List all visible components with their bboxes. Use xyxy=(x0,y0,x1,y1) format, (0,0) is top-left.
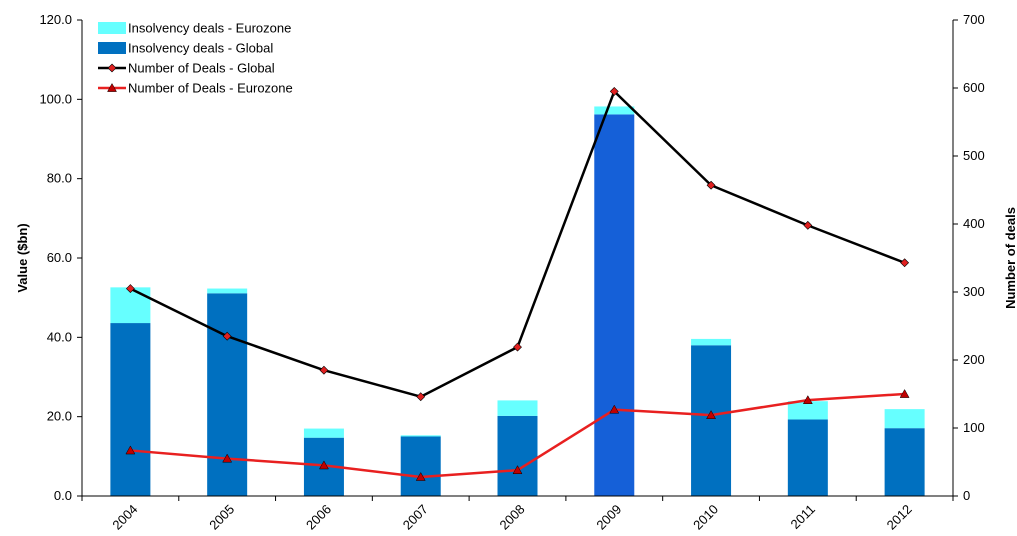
legend-marker-number-of-deals-eurozone xyxy=(107,82,117,92)
point-deals-global-2004 xyxy=(125,284,135,294)
bar-global-2005 xyxy=(207,293,248,496)
x-tick-label-2006: 2006 xyxy=(303,502,334,533)
bar-eurozone-2005 xyxy=(207,288,248,294)
y2-tick-label: 600 xyxy=(963,80,985,95)
point-deals-global-2011 xyxy=(803,220,813,230)
bar-eurozone-2006 xyxy=(303,428,344,438)
point-deals-global-2009 xyxy=(609,86,619,96)
point-deals-global-2008 xyxy=(513,342,522,352)
y-axis-title: Value ($bn) xyxy=(15,223,30,292)
y2-tick-label: 500 xyxy=(963,148,985,163)
y-tick-label: 40.0 xyxy=(47,329,72,344)
bars-layer xyxy=(110,106,925,496)
bar-global-2009 xyxy=(594,114,635,496)
point-deals-eurozone-2005 xyxy=(222,453,233,463)
y2-tick-label: 0 xyxy=(963,488,970,503)
x-tick-label-2009: 2009 xyxy=(593,502,624,533)
bar-eurozone-2007 xyxy=(400,435,441,437)
legend-label-number-of-deals-global: Number of Deals - Global xyxy=(128,61,275,76)
point-deals-global-2012 xyxy=(900,258,910,268)
point-deals-eurozone-2012 xyxy=(899,388,910,398)
bar-global-2007 xyxy=(400,436,441,496)
legend-swatch-insolvency-deals-eurozone xyxy=(98,22,126,34)
x-tick-label-2007: 2007 xyxy=(400,502,431,533)
point-deals-eurozone-2008 xyxy=(512,465,523,475)
point-deals-eurozone-2004 xyxy=(125,445,136,455)
bar-eurozone-2010 xyxy=(691,338,732,346)
legend-marker-number-of-deals-global xyxy=(107,63,117,73)
bar-global-2008 xyxy=(497,415,538,496)
legend-label-insolvency-deals-global: Insolvency deals - Global xyxy=(128,41,273,56)
bar-global-2004 xyxy=(110,323,151,496)
bar-eurozone-2009 xyxy=(594,106,635,115)
bar-global-2010 xyxy=(691,345,732,496)
bar-eurozone-2004 xyxy=(110,287,151,324)
y-tick-label: 0.0 xyxy=(54,488,72,503)
x-tick-label-2008: 2008 xyxy=(497,502,528,533)
bar-global-2011 xyxy=(787,419,828,496)
legend-swatch-insolvency-deals-global xyxy=(98,42,126,54)
point-deals-global-2006 xyxy=(319,365,329,375)
bar-eurozone-2008 xyxy=(497,400,538,416)
legend-label-number-of-deals-eurozone: Number of Deals - Eurozone xyxy=(128,81,293,96)
legend-label-insolvency-deals-eurozone: Insolvency deals - Eurozone xyxy=(128,21,291,36)
point-deals-global-2007 xyxy=(416,392,426,402)
point-deals-eurozone-2011 xyxy=(802,395,813,404)
point-deals-eurozone-2006 xyxy=(319,460,329,470)
point-deals-eurozone-2010 xyxy=(706,410,716,419)
y-tick-label: 20.0 xyxy=(47,409,72,424)
point-deals-global-2005 xyxy=(222,331,232,341)
bar-eurozone-2011 xyxy=(787,401,828,420)
y2-tick-label: 700 xyxy=(963,12,985,27)
x-tick-label-2012: 2012 xyxy=(884,502,915,533)
y-tick-label: 120.0 xyxy=(39,12,72,27)
y2-axis-title: Number of deals xyxy=(1003,207,1017,309)
x-tick-label-2004: 2004 xyxy=(109,502,140,533)
y2-tick-label: 300 xyxy=(963,284,985,299)
x-tick-label-2010: 2010 xyxy=(690,502,721,533)
point-deals-eurozone-2009 xyxy=(609,404,620,414)
lines-layer xyxy=(125,86,910,481)
point-deals-eurozone-2007 xyxy=(415,471,426,481)
y-tick-label: 100.0 xyxy=(39,91,72,106)
y-tick-label: 80.0 xyxy=(47,171,72,186)
point-deals-global-2010 xyxy=(706,180,716,190)
bar-global-2012 xyxy=(884,428,925,496)
y2-tick-label: 200 xyxy=(963,352,985,367)
y-tick-label: 60.0 xyxy=(47,250,72,265)
x-tick-label-2011: 2011 xyxy=(788,502,818,532)
y2-tick-label: 400 xyxy=(963,216,985,231)
bar-eurozone-2012 xyxy=(884,409,925,429)
x-tick-label-2005: 2005 xyxy=(206,502,237,533)
legend: Insolvency deals - Eurozone Insolvency de… xyxy=(98,21,293,96)
y2-tick-label: 100 xyxy=(963,420,985,435)
